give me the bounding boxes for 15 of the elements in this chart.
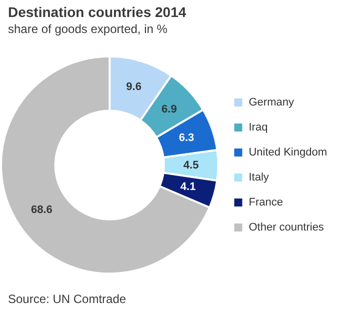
data-label: 68.6 [30, 204, 52, 216]
legend-label: Other countries [248, 222, 324, 234]
legend-label: Germany [248, 96, 294, 109]
legend-label: Italy [248, 172, 270, 184]
data-label: 4.1 [180, 181, 196, 194]
chart-subtitle: share of goods exported, in % [8, 22, 168, 36]
data-label: 9.6 [126, 81, 142, 94]
data-label: 4.5 [183, 159, 199, 172]
legend-label: United Kingdom [248, 146, 328, 159]
legend-label: Iraq [248, 122, 268, 134]
legend-label: France [248, 196, 283, 209]
source-note: Source: UN Comtrade [8, 292, 126, 306]
data-label: 6.9 [162, 103, 177, 116]
data-label: 6.3 [178, 132, 194, 144]
chart-title: Destination countries 2014 [8, 4, 186, 20]
